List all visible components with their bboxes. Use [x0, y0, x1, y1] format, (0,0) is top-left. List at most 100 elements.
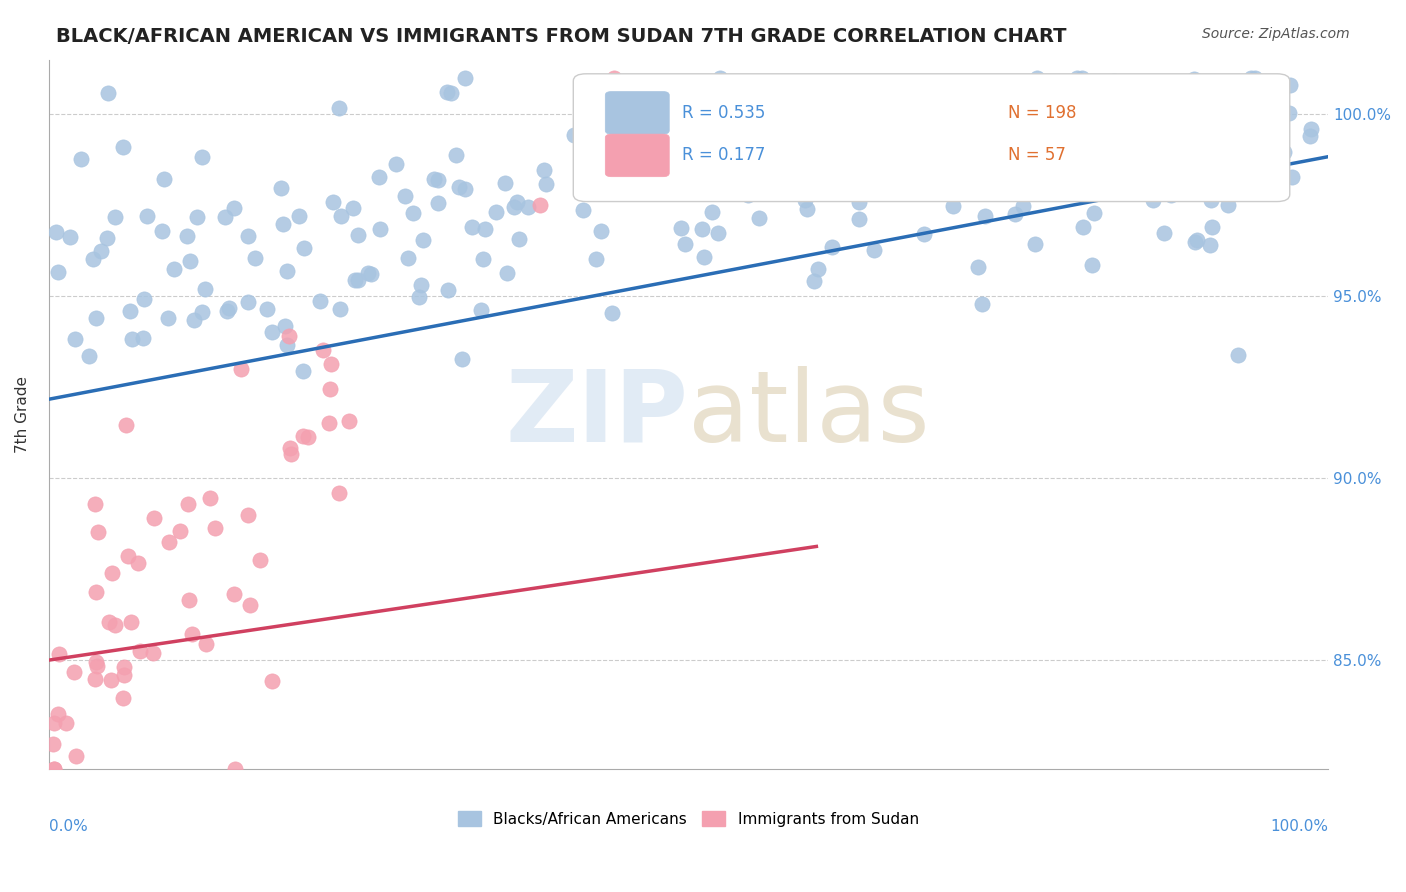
Point: [533, 162, 555, 177]
Point: [820, 240, 842, 254]
Point: [664, 160, 686, 174]
Point: [360, 267, 382, 281]
Point: [1173, 185, 1195, 199]
Point: [591, 224, 613, 238]
Point: [70, 152, 93, 166]
Point: [291, 364, 314, 378]
Point: [793, 194, 815, 208]
Point: [120, 304, 142, 318]
Point: [46, 707, 69, 722]
Text: N = 57: N = 57: [1008, 146, 1066, 164]
Point: [1218, 198, 1240, 212]
Point: [848, 125, 870, 139]
Point: [276, 264, 298, 278]
Point: [134, 292, 156, 306]
Point: [120, 615, 142, 630]
Point: [111, 691, 134, 706]
Point: [396, 251, 419, 265]
Point: [966, 260, 988, 275]
Point: [347, 228, 370, 243]
Legend: Blacks/African Americans, Immigrants from Sudan: Blacks/African Americans, Immigrants fro…: [453, 805, 925, 832]
Point: [84, 672, 107, 686]
Point: [46, 265, 69, 279]
Point: [641, 146, 664, 161]
Point: [249, 553, 271, 567]
Point: [112, 140, 135, 154]
Point: [449, 179, 471, 194]
Point: [55, 716, 77, 731]
Point: [292, 241, 315, 255]
Point: [942, 199, 965, 213]
Point: [136, 209, 159, 223]
Point: [1024, 154, 1046, 169]
Point: [943, 125, 966, 139]
Point: [344, 273, 367, 287]
Point: [461, 219, 484, 234]
Point: [238, 229, 260, 244]
Text: 100.0%: 100.0%: [1270, 819, 1329, 834]
Point: [309, 293, 332, 308]
Point: [1070, 70, 1092, 85]
Point: [1004, 207, 1026, 221]
Y-axis label: 7th Grade: 7th Grade: [15, 376, 30, 453]
Point: [1160, 187, 1182, 202]
Point: [86, 658, 108, 673]
Point: [48, 648, 70, 662]
Point: [63, 332, 86, 346]
Point: [436, 85, 458, 99]
Point: [562, 128, 585, 143]
Text: atlas: atlas: [689, 366, 931, 463]
Point: [104, 618, 127, 632]
Text: BLACK/AFRICAN AMERICAN VS IMMIGRANTS FROM SUDAN 7TH GRADE CORRELATION CHART: BLACK/AFRICAN AMERICAN VS IMMIGRANTS FRO…: [56, 27, 1067, 45]
Point: [278, 442, 301, 456]
Point: [329, 302, 352, 317]
Point: [288, 209, 311, 223]
Point: [278, 329, 301, 343]
Point: [921, 95, 943, 109]
Point: [177, 592, 200, 607]
Point: [408, 289, 430, 303]
Point: [347, 273, 370, 287]
Point: [394, 189, 416, 203]
Point: [45, 225, 67, 239]
Point: [1299, 128, 1322, 143]
Point: [600, 306, 623, 320]
Point: [112, 668, 135, 682]
Point: [186, 210, 208, 224]
Point: [1083, 206, 1105, 220]
Point: [312, 343, 335, 358]
Point: [150, 224, 173, 238]
Point: [357, 267, 380, 281]
Point: [260, 325, 283, 339]
Text: R = 0.535: R = 0.535: [682, 103, 765, 122]
Point: [321, 358, 343, 372]
Point: [696, 101, 718, 115]
Point: [84, 311, 107, 326]
Point: [529, 197, 551, 211]
Point: [709, 70, 731, 85]
Point: [194, 637, 217, 651]
Point: [127, 556, 149, 570]
Point: [204, 521, 226, 535]
Point: [297, 430, 319, 444]
Point: [84, 497, 107, 511]
Point: [280, 447, 302, 461]
Point: [1182, 71, 1205, 86]
Point: [454, 70, 477, 85]
Point: [681, 178, 703, 192]
Point: [224, 201, 246, 215]
Point: [1189, 124, 1212, 138]
Point: [96, 230, 118, 244]
Point: [669, 221, 692, 235]
Point: [84, 655, 107, 669]
Point: [807, 261, 830, 276]
Point: [835, 166, 858, 180]
Point: [904, 166, 927, 180]
Point: [217, 304, 239, 318]
Point: [848, 195, 870, 210]
Point: [402, 206, 425, 220]
Point: [688, 129, 710, 144]
Point: [337, 414, 360, 428]
Text: R = 0.177: R = 0.177: [682, 146, 765, 164]
Point: [117, 549, 139, 563]
